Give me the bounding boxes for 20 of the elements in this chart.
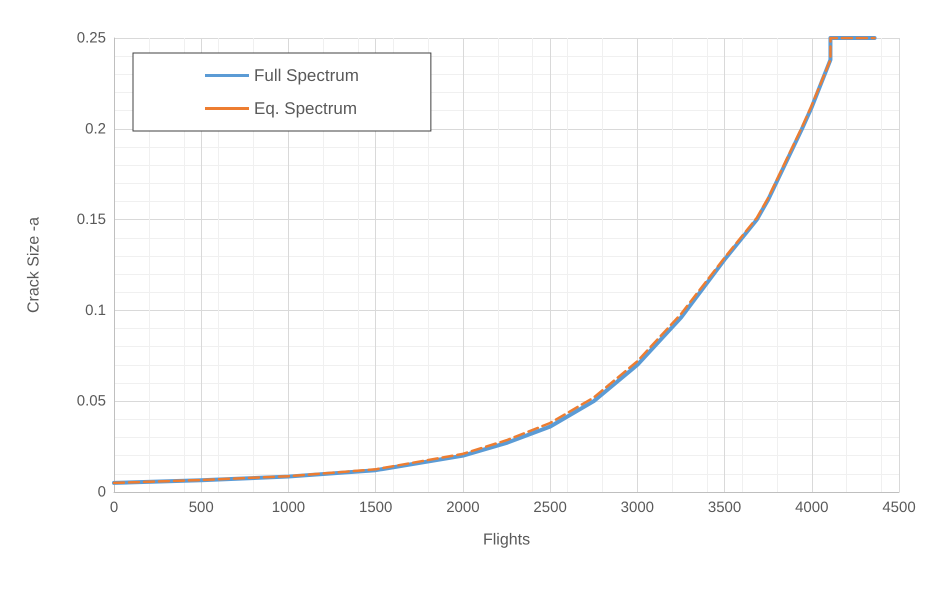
y-tick-label: 0.1 [85, 302, 106, 319]
x-tick-label: 0 [110, 499, 118, 516]
x-tick-label: 3500 [708, 499, 742, 516]
y-tick-label: 0.05 [76, 392, 106, 410]
legend-label: Eq. Spectrum [254, 99, 357, 118]
legend-label: Full Spectrum [254, 66, 359, 85]
y-tick-label: 0.15 [76, 211, 106, 228]
x-tick-label: 4000 [795, 499, 828, 516]
y-axis-title: Crack Size -a [26, 216, 42, 314]
y-tick-label: 0.2 [85, 120, 106, 138]
x-tick-label: 3000 [620, 499, 654, 516]
x-tick-label: 2500 [533, 499, 567, 516]
x-tick-label: 1000 [272, 499, 306, 516]
y-tick-label: 0.25 [76, 30, 106, 46]
x-tick-label: 1500 [358, 499, 392, 516]
y-tick-label: 0 [98, 484, 106, 500]
x-tick-label: 2000 [446, 499, 480, 516]
x-tick-label: 500 [188, 499, 214, 516]
x-axis-title: Flights [482, 532, 530, 548]
x-tick-label: 4500 [882, 499, 916, 516]
